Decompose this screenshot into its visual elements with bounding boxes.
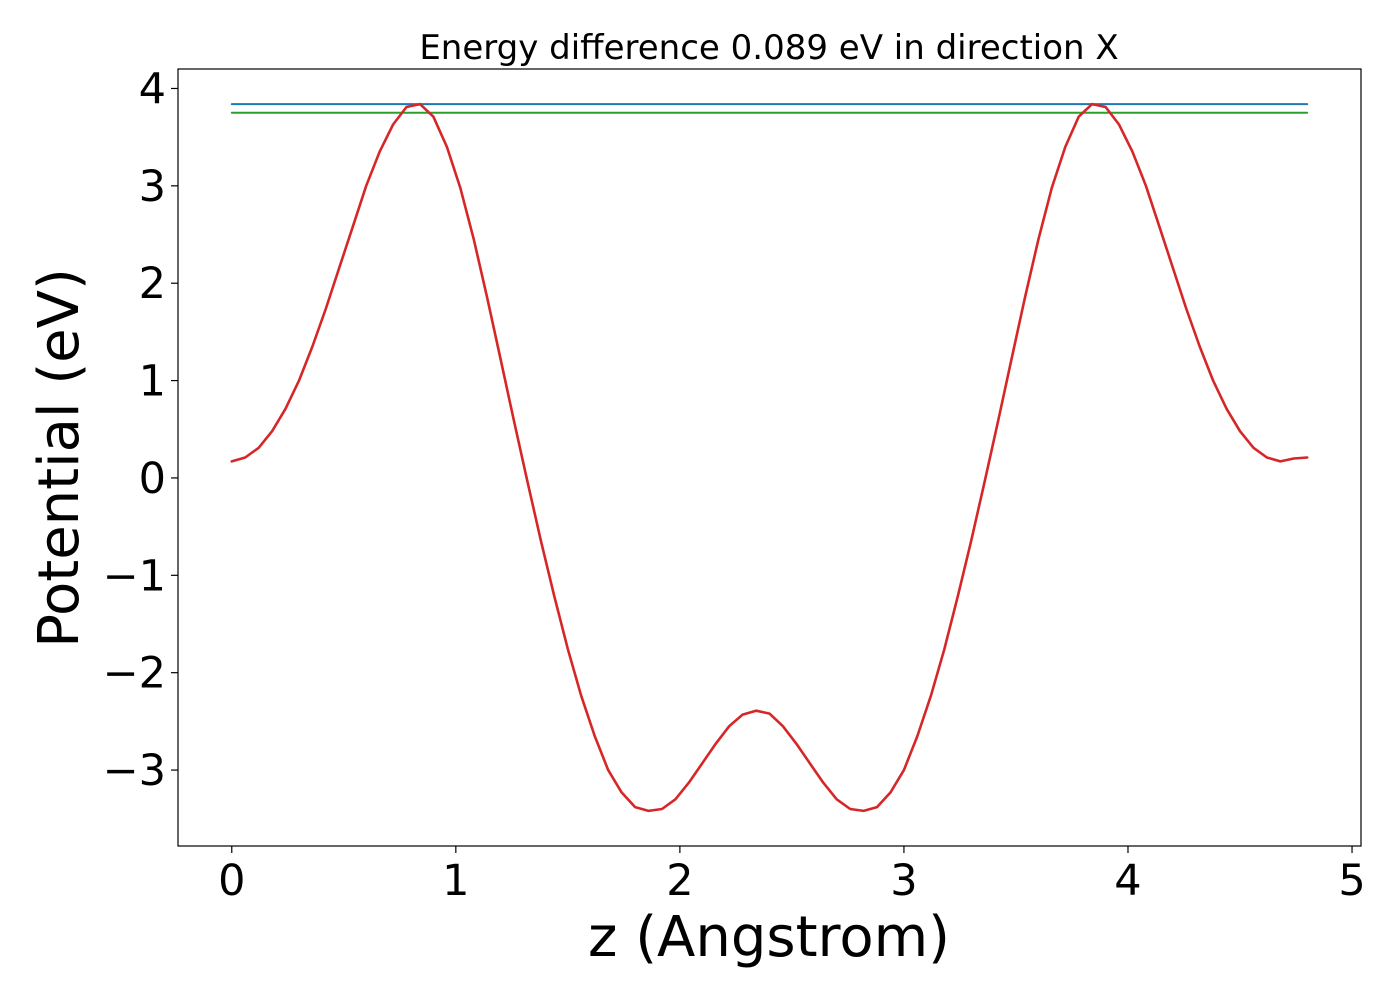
x-axis: 0 1 2 3 4 5 [218, 846, 1366, 906]
y-tick-label: 0 [139, 454, 166, 504]
x-tick-label: 4 [1114, 856, 1141, 906]
x-tick-label: 2 [666, 856, 693, 906]
series-layer [230, 102, 1309, 813]
plot-frame [177, 68, 1362, 847]
y-tick-label: −3 [103, 746, 166, 796]
y-axis-label: Potential (eV) [27, 268, 92, 648]
series-line-3 [230, 102, 1309, 813]
x-axis-label: z (Angstrom) [588, 905, 950, 970]
chart-title: Energy difference 0.089 eV in direction … [419, 28, 1118, 68]
x-tick-label: 3 [890, 856, 917, 906]
y-tick-label: −1 [103, 551, 166, 601]
x-tick-label: 5 [1338, 856, 1365, 906]
y-tick-label: 1 [139, 357, 166, 407]
y-tick-label: 3 [139, 162, 166, 212]
y-tick-label: 2 [139, 259, 166, 309]
x-tick-label: 0 [218, 856, 245, 906]
x-tick-label: 1 [442, 856, 469, 906]
y-tick-label: −2 [103, 649, 166, 699]
y-axis: −3 −2 −1 0 1 2 3 4 [103, 64, 178, 796]
y-tick-label: 4 [139, 64, 166, 114]
